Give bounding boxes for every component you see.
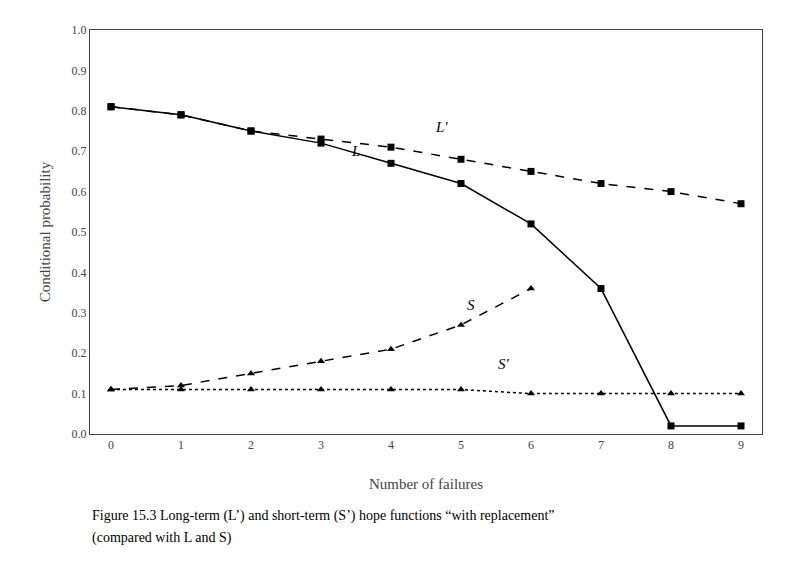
svg-text:0: 0: [108, 438, 114, 452]
svg-text:1: 1: [178, 438, 184, 452]
svg-text:Figure 15.3 Long-term (L’) and: Figure 15.3 Long-term (L’) and short-ter…: [92, 508, 555, 524]
svg-text:2: 2: [248, 438, 254, 452]
svg-text:Conditional probability: Conditional probability: [37, 161, 53, 302]
svg-text:0.4: 0.4: [72, 266, 87, 280]
svg-text:0.6: 0.6: [72, 185, 87, 199]
svg-text:5: 5: [458, 438, 464, 452]
svg-text:S': S': [498, 356, 510, 372]
svg-text:0.0: 0.0: [72, 427, 87, 441]
svg-text:0.2: 0.2: [72, 346, 87, 360]
svg-text:Number of failures: Number of failures: [369, 476, 483, 492]
svg-text:(compared with L and S): (compared with L and S): [92, 530, 232, 546]
svg-text:1.0: 1.0: [72, 23, 87, 37]
svg-text:7: 7: [598, 438, 604, 452]
svg-text:3: 3: [318, 438, 324, 452]
svg-text:S: S: [467, 297, 475, 313]
svg-text:L': L': [435, 119, 448, 135]
svg-text:0.1: 0.1: [72, 387, 87, 401]
svg-text:6: 6: [528, 438, 534, 452]
svg-text:0.5: 0.5: [72, 225, 87, 239]
svg-text:0.8: 0.8: [72, 104, 87, 118]
svg-text:8: 8: [668, 438, 674, 452]
svg-text:4: 4: [388, 438, 394, 452]
svg-text:9: 9: [738, 438, 744, 452]
svg-text:L: L: [351, 143, 360, 159]
svg-text:0.3: 0.3: [72, 306, 87, 320]
svg-text:0.9: 0.9: [72, 64, 87, 78]
svg-text:0.7: 0.7: [72, 144, 87, 158]
